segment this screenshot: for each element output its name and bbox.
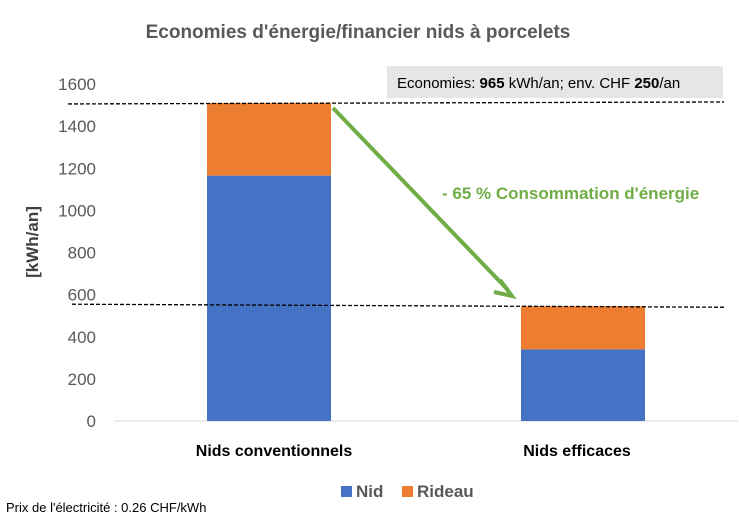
y-tick-label: 800 [68,244,96,263]
bar-nid [521,349,645,421]
y-tick-label: 600 [68,286,96,305]
y-axis-label: [kWh/an] [23,206,42,278]
reference-line-top [67,101,725,105]
y-tick-label: 1200 [58,159,96,178]
y-tick-label: 1400 [58,117,96,136]
y-tick-label: 0 [87,412,96,431]
legend-swatch-nid [341,486,352,497]
legend-swatch-rideau [402,486,413,497]
savings-text: Economies: 965 kWh/an; env. CHF 250/an [397,75,680,92]
y-tick-label: 400 [68,328,96,347]
y-tick-label: 200 [68,370,96,389]
reduction-arrow [331,106,517,300]
footnote: Prix de l'électricité : 0.26 CHF/kWh [6,500,206,515]
bar-rideau [521,306,645,350]
y-tick-label: 1000 [58,201,96,220]
x-category-label: Nids conventionnels [196,443,353,460]
y-tick-label: 1600 [58,75,96,94]
savings-box [387,66,723,98]
legend-label-rideau: Rideau [417,482,474,501]
reduction-annotation: - 65 % Consommation d'énergie [442,184,699,203]
bar-rideau [207,102,331,176]
bar-nid [207,175,331,421]
chart-title: Economies d'énergie/financier nids à por… [146,22,571,43]
reference-line-bottom [71,303,725,308]
x-category-label: Nids efficaces [523,443,631,460]
legend-label-nid: Nid [356,482,383,501]
